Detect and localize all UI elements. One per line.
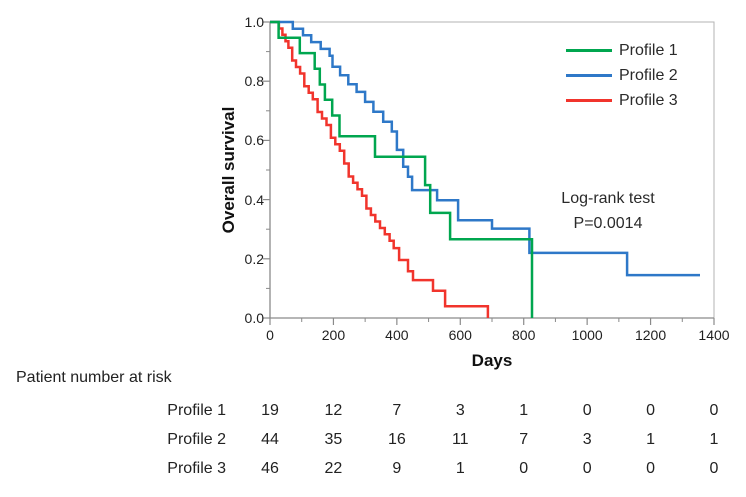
survival-curve-profile-3 [270,20,490,318]
survival-curve-profile-2 [270,20,700,277]
x-tick-label-1200: 1200 [634,327,667,343]
y-tick-label-0.2: 0.2 [244,250,264,267]
legend-entry-profile-3: Profile 3 [566,88,678,113]
risk-count: 11 [451,431,469,448]
y-tick-label-0.8: 0.8 [244,73,264,90]
risk-count: 22 [324,460,343,477]
risk-count: 0 [709,402,719,419]
y-tick-label-0.6: 0.6 [244,132,264,149]
risk-row-label-profile-3: Profile 3 [167,460,226,477]
legend-label: Profile 3 [619,91,678,109]
x-tick-label-800: 800 [512,327,536,343]
risk-count: 0 [582,402,592,419]
y-axis-title: Overall survival [219,106,238,234]
profile-1-line-swatch [566,49,612,52]
risk-row-label-profile-1: Profile 1 [167,402,226,419]
y-tick-label-0.4: 0.4 [244,191,264,208]
risk-count: 0 [709,460,719,477]
legend-entry-profile-1: Profile 1 [566,38,678,63]
risk-count: 3 [582,431,592,448]
risk-count: 19 [261,402,279,419]
risk-count: 44 [261,431,279,448]
legend: Profile 1 Profile 2 Profile 3 [566,38,678,113]
x-tick-label-1400: 1400 [698,327,730,343]
plot-frame [270,21,715,318]
risk-count: 0 [646,460,656,477]
profile-2-line-swatch [566,74,612,77]
x-tick-label-600: 600 [448,327,472,343]
risk-count: 0 [646,402,656,419]
risk-count: 1 [519,402,529,419]
risk-count: 3 [455,402,465,419]
logrank-test-line: Log-rank test [561,190,655,207]
legend-label: Profile 1 [619,41,678,59]
x-axis-title: Days [471,351,513,370]
x-tick-label-1000: 1000 [571,327,603,343]
risk-count: 1 [646,431,656,448]
y-tick-label-1.0: 1.0 [244,14,264,30]
risk-count: 7 [519,431,529,448]
profile-3-line-swatch [566,99,612,102]
risk-count: 9 [392,460,402,477]
risk-count: 0 [582,460,592,477]
risk-count: 35 [324,431,343,448]
x-tick-label-0: 0 [266,327,274,343]
logrank-pvalue: P=0.0014 [573,215,643,232]
logrank-annotation: Log-rank test P=0.0014 [538,186,678,236]
risk-count: 16 [387,431,406,448]
legend-entry-profile-2: Profile 2 [566,63,678,88]
risk-count: 0 [519,460,529,477]
x-tick-label-200: 200 [321,327,346,343]
risk-count: 1 [709,431,719,448]
risk-count: 7 [392,402,402,419]
risk-table-title: Patient number at risk [16,369,172,386]
legend-label: Profile 2 [619,66,678,84]
y-tick-label-0.0: 0.0 [244,310,264,326]
risk-count: 1 [455,460,465,477]
risk-count: 12 [324,402,343,419]
risk-count: 46 [261,460,279,477]
risk-row-label-profile-2: Profile 2 [167,431,226,448]
x-tick-label-400: 400 [385,327,409,343]
survival-curve-profile-1 [270,20,534,318]
